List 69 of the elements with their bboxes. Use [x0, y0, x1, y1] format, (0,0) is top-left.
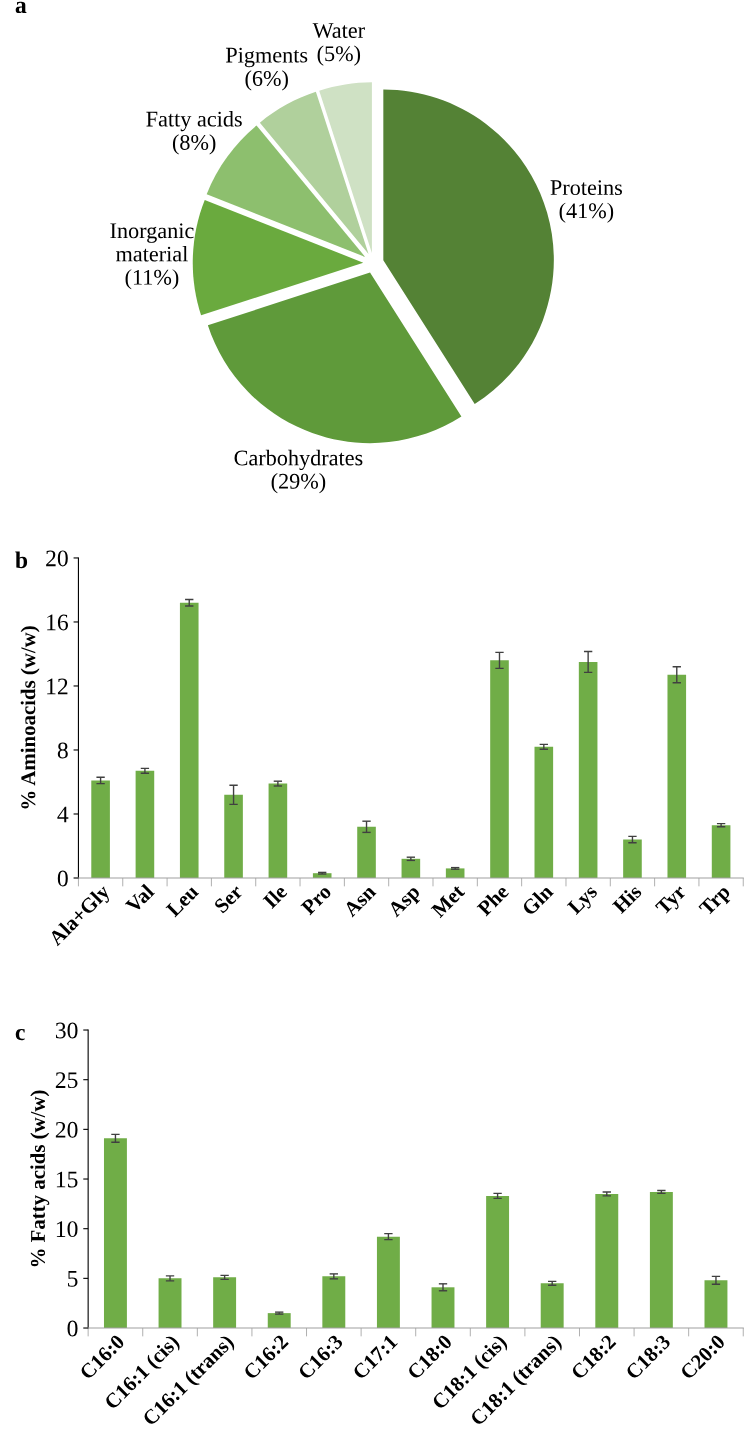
bar [267, 1313, 291, 1329]
data-label: (29%) [271, 473, 326, 494]
slice-label: Pigments [225, 47, 308, 68]
bar [135, 770, 155, 878]
bar [401, 858, 421, 878]
bar [224, 794, 243, 878]
bar [268, 783, 288, 878]
bar [158, 1278, 182, 1329]
bar [667, 674, 687, 878]
x-tick-label: Leu [165, 883, 200, 918]
chart-title: c [15, 1028, 25, 1041]
x-tick-label: Tyr [654, 883, 690, 919]
bar [179, 602, 199, 878]
x-tick-label: Ile [262, 883, 288, 910]
y-tick-label: 8 [57, 742, 68, 759]
bar [490, 660, 509, 878]
y-tick-label: 20 [55, 1121, 78, 1138]
x-tick-label: Phe [476, 883, 510, 917]
bar [213, 1277, 237, 1329]
x-tick-label: Asp [386, 883, 424, 921]
y-tick-label: 12 [47, 678, 68, 695]
y-tick-label: 30 [55, 1022, 78, 1039]
y-tick-label: 15 [56, 1171, 78, 1188]
y-tick-label: 10 [56, 1221, 78, 1238]
slice-label: Water [312, 23, 365, 39]
x-tick-label: Val [124, 883, 156, 914]
y-tick-label: 25 [55, 1072, 78, 1089]
y-axis-title: % Aminoacids (w/w) [20, 626, 40, 809]
bar [431, 1287, 455, 1329]
y-tick-label: 0 [57, 870, 68, 887]
y-tick-label: 20 [46, 550, 68, 567]
bar [540, 1283, 564, 1329]
slice-label: Proteins [550, 180, 622, 196]
bar [534, 746, 554, 878]
x-tick-label: His [611, 883, 643, 915]
y-tick-label: 5 [67, 1271, 78, 1287]
x-tick-label: Gln [520, 883, 554, 917]
data-label: (5%) [317, 45, 361, 66]
x-tick-label: Ser [213, 883, 244, 914]
data-label: (41%) [559, 202, 614, 223]
chart-title: a [15, 1, 27, 14]
x-tick-label: Trp [698, 884, 734, 920]
bar [103, 1138, 127, 1329]
data-label: (6%) [245, 70, 288, 91]
bar [649, 1191, 673, 1329]
bar [486, 1195, 510, 1329]
x-tick-label: Pro [300, 884, 333, 916]
bar [322, 1276, 346, 1329]
x-tick-label: Asn [342, 883, 377, 918]
data-label: (11%) [125, 269, 179, 290]
chart-title: b [15, 551, 28, 569]
slice-label: Carbohydrates [234, 449, 363, 471]
x-tick-label: Met [430, 883, 466, 919]
y-tick-label: 0 [67, 1320, 78, 1337]
bar [91, 780, 110, 878]
bar [578, 661, 598, 878]
bar [357, 826, 376, 878]
bar [704, 1280, 728, 1329]
y-axis-title: % Fatty acids (w/w) [30, 1090, 50, 1267]
x-tick-label: Lys [566, 883, 602, 919]
slice-label: Inorganic material [110, 223, 194, 262]
bar [623, 839, 642, 878]
slice-label: Fatty acids [146, 110, 242, 132]
bar [376, 1236, 400, 1329]
y-tick-label: 4 [57, 806, 69, 823]
y-tick-label: 16 [47, 614, 69, 631]
bar [711, 825, 731, 878]
bar [595, 1193, 619, 1329]
data-label: (8%) [172, 134, 216, 155]
